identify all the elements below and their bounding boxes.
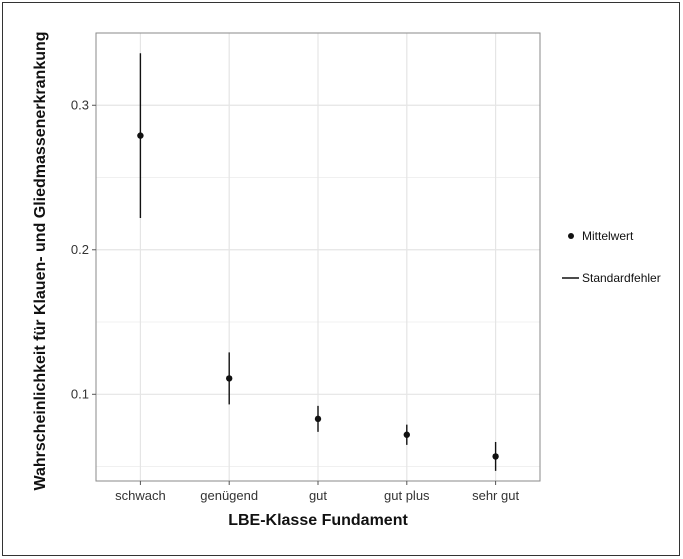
grid [96,33,540,481]
mean-point [226,375,233,382]
legend: Mittelwert Standardfehler [562,229,661,285]
legend-mean-label: Mittelwert [582,229,634,243]
legend-mean-marker [568,233,574,239]
x-tick-label: gut plus [384,488,430,503]
data-marks [137,53,499,471]
y-axis-title: Wahrscheinlichkeit für Klauen- und Glied… [32,31,49,490]
x-tick-label: sehr gut [472,488,519,503]
y-tick-label: 0.3 [71,97,89,112]
x-tick-label: schwach [115,488,166,503]
x-axis: schwach genügend gut gut plus sehr gut [115,481,519,503]
y-tick-label: 0.1 [71,386,89,401]
y-axis: 0.1 0.2 0.3 [71,97,96,401]
y-tick-label: 0.2 [71,242,89,257]
mean-point [137,132,144,139]
x-axis-title: LBE-Klasse Fundament [228,512,408,529]
mean-point [403,431,410,438]
mean-point [314,415,322,423]
x-tick-label: gut [309,488,327,503]
x-tick-label: genügend [200,488,258,503]
legend-error-label: Standardfehler [582,271,661,285]
mean-point [492,453,499,460]
